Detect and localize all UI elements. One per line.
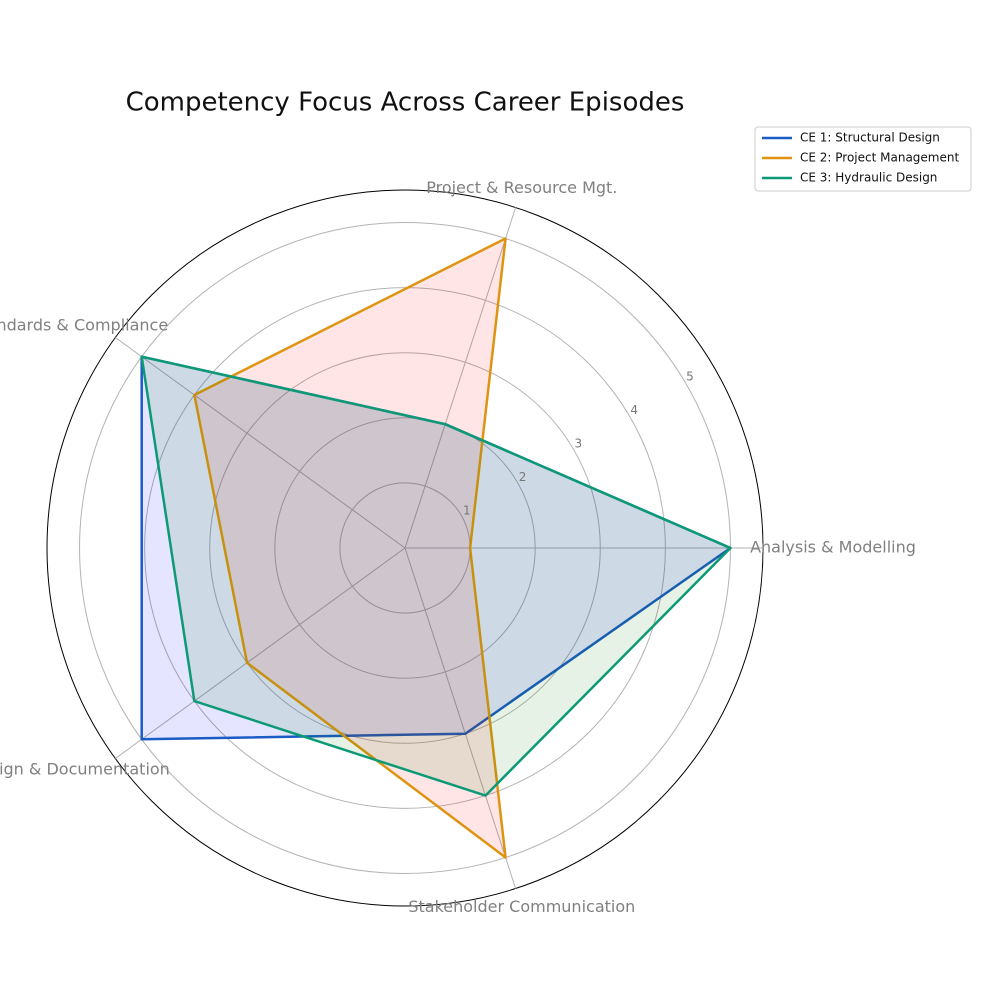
chart-title: Competency Focus Across Career Episodes	[126, 88, 685, 118]
series-line	[193, 237, 507, 859]
r-tick-label: 1	[463, 503, 471, 517]
legend-box	[754, 126, 972, 192]
axis-line	[404, 207, 517, 549]
legend-label: CE 2: Project Management	[800, 151, 959, 165]
axis-line	[404, 547, 517, 889]
category-label: Standards & Compliance	[0, 315, 168, 334]
legend-label: CE 1: Structural Design	[800, 131, 940, 145]
category-label: Design & Documentation	[0, 760, 170, 779]
series-line	[140, 355, 732, 797]
axis-line	[115, 547, 406, 759]
r-tick-label: 3	[575, 436, 583, 450]
r-tick-label: 4	[630, 403, 638, 417]
series-area	[141, 356, 731, 796]
r-tick-label: 5	[686, 369, 694, 383]
category-label: Stakeholder Communication	[408, 897, 635, 916]
r-tick-label: 2	[519, 470, 527, 484]
category-label: Project & Resource Mgt.	[426, 178, 617, 197]
axis-line	[115, 337, 406, 549]
legend-label: CE 3: Hydraulic Design	[800, 171, 937, 185]
series-area	[141, 356, 731, 740]
category-label: Analysis & Modelling	[750, 538, 916, 557]
series-area	[194, 238, 506, 858]
